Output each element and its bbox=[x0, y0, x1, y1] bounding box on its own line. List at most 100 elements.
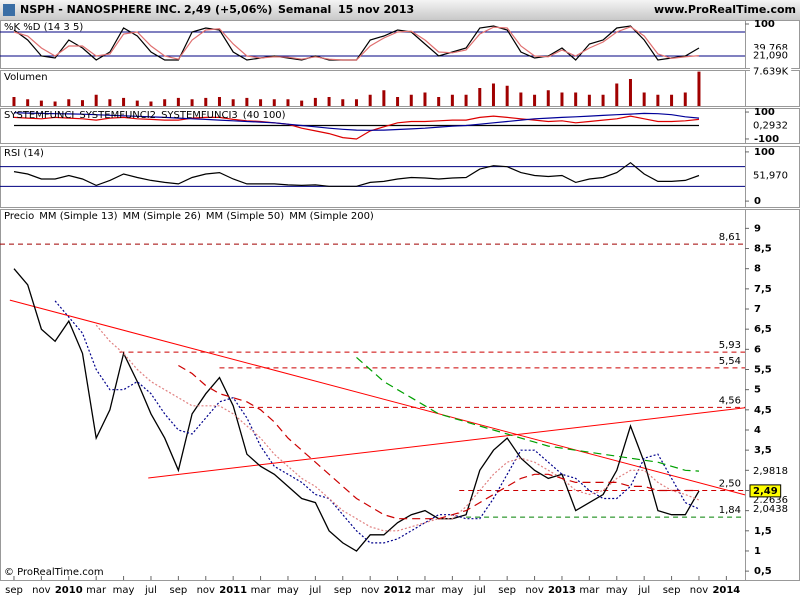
series-line bbox=[356, 356, 700, 472]
legend-entry: MM (Simple 50) bbox=[206, 211, 284, 222]
header-icon bbox=[3, 4, 15, 16]
bar bbox=[697, 71, 701, 106]
bar bbox=[12, 97, 16, 106]
y-tick-label: 3,5 bbox=[754, 445, 772, 456]
level-label: 5,93 bbox=[719, 340, 741, 351]
bar bbox=[519, 92, 523, 106]
panel-title: Volumen bbox=[4, 72, 48, 83]
x-tick-label: may bbox=[441, 585, 463, 596]
bar bbox=[450, 94, 454, 106]
bar bbox=[217, 97, 221, 106]
last-label-box bbox=[750, 49, 791, 62]
bar bbox=[300, 100, 304, 106]
legend-entry: MM (Simple 200) bbox=[289, 211, 374, 222]
x-tick-label: jul bbox=[308, 585, 321, 596]
bar bbox=[587, 94, 591, 106]
y-tick-label: 100 bbox=[754, 107, 775, 118]
y-tick-label: 6 bbox=[754, 344, 761, 355]
trend-line bbox=[148, 407, 746, 479]
header-bar bbox=[0, 0, 800, 20]
bar bbox=[231, 99, 235, 106]
x-tick-label: may bbox=[113, 585, 135, 596]
y-tick-label: 8,5 bbox=[754, 244, 772, 255]
legend-entry: MM (Simple 13) bbox=[39, 211, 117, 222]
last-label: 2,9818 bbox=[753, 466, 788, 477]
bar bbox=[409, 94, 413, 106]
bar bbox=[39, 100, 43, 106]
legend-entry: SYSTEMFUNCI3 bbox=[161, 110, 238, 121]
bar bbox=[80, 100, 84, 106]
y-tick-label: 5 bbox=[754, 385, 761, 396]
series-line bbox=[13, 115, 700, 140]
x-tick-label: mar bbox=[86, 585, 107, 596]
period: Semanal bbox=[278, 3, 331, 16]
panel-params: (40 100) bbox=[243, 110, 286, 121]
x-tick-label: mar bbox=[415, 585, 436, 596]
bar bbox=[464, 94, 468, 106]
x-tick-label: jul bbox=[637, 585, 650, 596]
level-label: 1,84 bbox=[719, 505, 741, 516]
y-tick-label: 7,5 bbox=[754, 284, 772, 295]
x-tick-label: mar bbox=[579, 585, 600, 596]
bar bbox=[313, 97, 317, 106]
last-label: 21,090 bbox=[753, 51, 788, 62]
bar bbox=[259, 99, 263, 106]
bar bbox=[437, 97, 441, 106]
bar bbox=[533, 94, 537, 106]
x-tick-label: sep bbox=[498, 585, 516, 596]
bar bbox=[505, 85, 509, 106]
x-tick-label: jul bbox=[473, 585, 486, 596]
series-line bbox=[13, 26, 700, 61]
bar bbox=[615, 83, 619, 106]
y-tick-label: 4,5 bbox=[754, 405, 772, 416]
symbol: NSPH - NANOSPHERE INC. bbox=[20, 3, 181, 16]
level-label: 4,56 bbox=[719, 395, 741, 406]
y-tick-label: 7 bbox=[754, 304, 761, 315]
x-tick-label: 2012 bbox=[384, 585, 412, 596]
footer: © ProRealTime.com bbox=[4, 567, 104, 578]
last-label: 51,970 bbox=[753, 171, 788, 182]
series-line bbox=[13, 112, 700, 131]
bar bbox=[190, 99, 194, 106]
bar bbox=[560, 92, 564, 106]
panel bbox=[0, 70, 800, 107]
level-label: 5,54 bbox=[719, 356, 741, 367]
bar bbox=[423, 92, 427, 106]
bar bbox=[396, 97, 400, 106]
trend-line bbox=[9, 299, 746, 496]
bar bbox=[327, 97, 331, 106]
legend-entry: SYSTEMFUNCI2 bbox=[79, 110, 156, 121]
y-tick-label: 100 bbox=[754, 147, 775, 158]
y-tick-label: 1,5 bbox=[754, 526, 772, 537]
x-tick-label: may bbox=[277, 585, 299, 596]
y-tick-label: 0,5 bbox=[754, 566, 772, 577]
y-tick-label: 0 bbox=[754, 196, 761, 207]
bar bbox=[149, 101, 153, 106]
x-tick-label: sep bbox=[170, 585, 188, 596]
last-label-box bbox=[750, 465, 791, 478]
y-tick-label: 5,5 bbox=[754, 364, 772, 375]
series-line bbox=[178, 364, 699, 520]
bar bbox=[108, 99, 112, 106]
x-tick-label: jul bbox=[144, 585, 157, 596]
panel bbox=[0, 20, 800, 69]
panel bbox=[0, 146, 800, 208]
bar bbox=[176, 97, 180, 106]
series-line bbox=[95, 324, 700, 532]
y-tick-label: 8 bbox=[754, 264, 761, 275]
bar bbox=[272, 99, 276, 106]
bar bbox=[574, 92, 578, 106]
bar bbox=[94, 94, 98, 106]
x-tick-label: nov bbox=[361, 585, 379, 596]
bar bbox=[135, 100, 139, 106]
y-tick-label: 4 bbox=[754, 425, 761, 436]
bar bbox=[163, 99, 167, 106]
bar bbox=[546, 90, 550, 106]
bar bbox=[382, 90, 386, 106]
x-tick-label: nov bbox=[32, 585, 50, 596]
x-tick-label: nov bbox=[197, 585, 215, 596]
bar bbox=[53, 101, 57, 106]
last-label-box bbox=[750, 65, 792, 78]
level-label: 8,61 bbox=[719, 232, 741, 243]
